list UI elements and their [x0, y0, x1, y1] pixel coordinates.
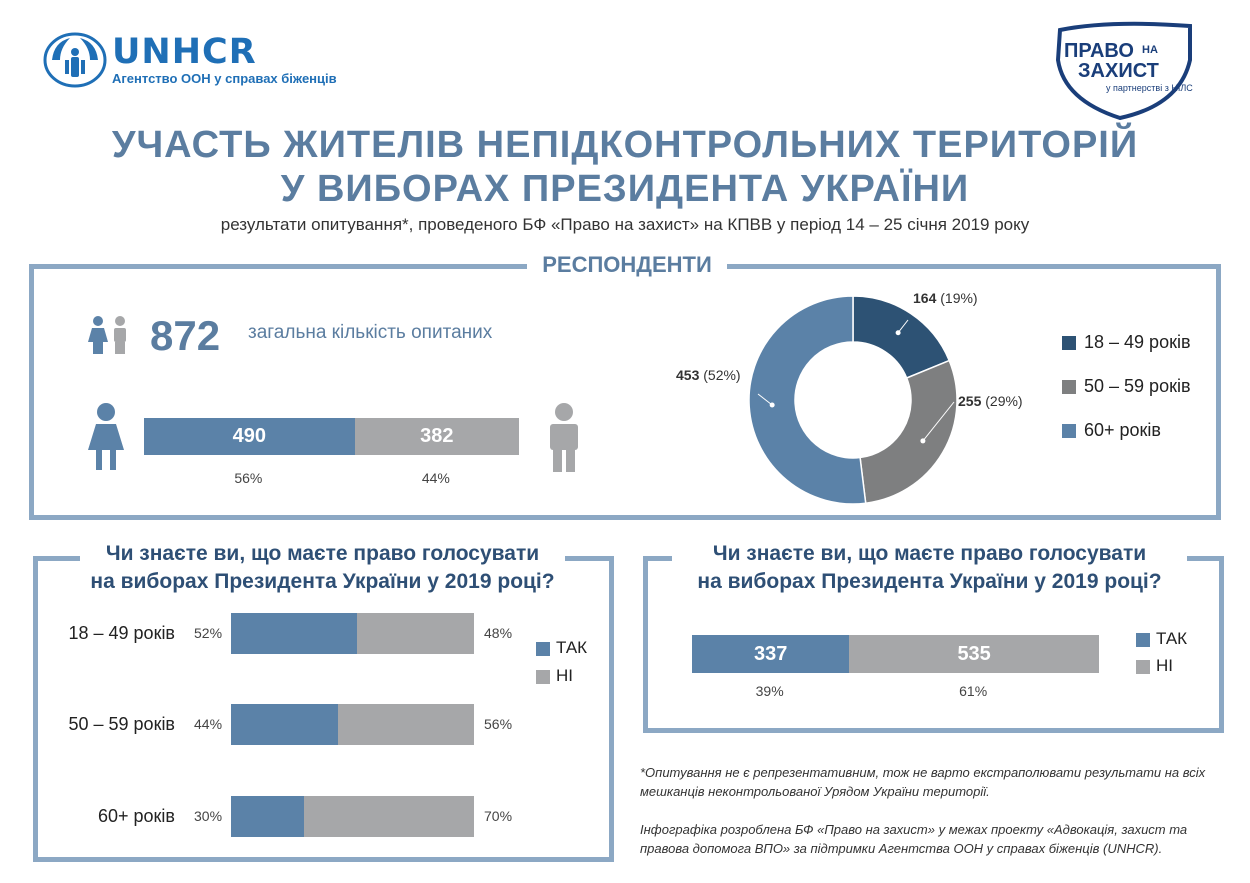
- gender-male-percent: 44%: [421, 470, 450, 486]
- age-bar-no: [357, 613, 474, 654]
- legend-swatch-18-49: [1062, 336, 1076, 350]
- age-row-label: 50 – 59 років: [68, 714, 175, 734]
- age-row-label: 18 – 49 років: [68, 623, 175, 643]
- donut-percent-2: (52%): [699, 367, 741, 383]
- gender-bar: 490 382: [144, 418, 519, 455]
- donut-leader-2: [757, 393, 773, 406]
- question-age-title-line2: на виборах Президента України у 2019 роц…: [90, 570, 555, 593]
- age-percent-no: 56%: [484, 716, 513, 732]
- age-bar-yes: [231, 704, 338, 745]
- gender-bar-female: [144, 418, 355, 455]
- legend-label-18-49: 18 – 49 років: [1084, 332, 1191, 352]
- legend-yes-left: ТАК: [556, 638, 588, 657]
- question-age-title-line1: Чи знаєте ви, що маєте право голосувати: [105, 542, 540, 565]
- donut-percent-1: (29%): [981, 393, 1023, 409]
- main-title-line2: У ВИБОРАХ ПРЕЗИДЕНТА УКРАЇНИ: [280, 168, 970, 210]
- total-respondents-label: загальна кількість опитаних: [248, 322, 493, 343]
- total-answer-bar: 337 535: [692, 635, 1099, 673]
- age-percent-yes: 44%: [194, 716, 223, 732]
- question-total-title: Чи знаєте ви, що маєте право голосувати …: [672, 540, 1187, 596]
- legend-no-right: НІ: [1156, 656, 1173, 675]
- age-percent-yes: 52%: [194, 625, 223, 641]
- legend-yes-right: ТАК: [1156, 629, 1188, 648]
- total-bar-no: [849, 635, 1099, 673]
- respondents-title: РЕСПОНДЕНТИ: [527, 252, 727, 278]
- legend-swatch-no-right: [1136, 660, 1150, 674]
- total-yes-value: 337: [753, 643, 788, 665]
- unhcr-logo: [43, 32, 107, 88]
- subtitle: результати опитування*, проведеного БФ «…: [220, 215, 1030, 234]
- pravo-na-zakhyst-shield-icon: [1055, 21, 1192, 120]
- total-bar-yes: [692, 635, 850, 673]
- pravo-logo-partner: у партнерстві з НІЛС: [1106, 83, 1193, 93]
- donut-label-2: 453 (52%): [676, 367, 741, 383]
- woman-icon: [88, 403, 124, 470]
- unhcr-name: UNHCR: [112, 32, 257, 72]
- donut-slice-1: [859, 359, 958, 505]
- donut-value-2: 453: [676, 367, 700, 383]
- donut-slice-2: [748, 295, 867, 505]
- donut-label-1: 255 (29%): [958, 393, 1023, 409]
- age-donut-chart: [748, 295, 958, 505]
- question-total-title-line1: Чи знаєте ви, що маєте право голосувати: [712, 542, 1147, 565]
- total-respondents: 872: [150, 312, 221, 359]
- age-row-label: 60+ років: [98, 806, 175, 826]
- age-bar-no: [337, 704, 474, 745]
- legend-no-left: НІ: [556, 666, 573, 685]
- legend-swatch-no-left: [536, 670, 550, 684]
- donut-value-1: 255: [958, 393, 982, 409]
- gender-bar-male: [354, 418, 519, 455]
- gender-female-value: 490: [232, 425, 267, 447]
- legend-swatch-yes-right: [1136, 633, 1150, 647]
- question-total-title-line2: на виборах Президента України у 2019 роц…: [697, 570, 1162, 593]
- donut-leader-0: [897, 319, 909, 334]
- legend-label-60plus: 60+ років: [1084, 420, 1161, 440]
- footnote-credits: Інфографіка розроблена БФ «Право на захи…: [640, 822, 1188, 856]
- legend-label-50-59: 50 – 59 років: [1084, 376, 1191, 396]
- main-title-line1: УЧАСТЬ ЖИТЕЛІВ НЕПІДКОНТРОЛЬНИХ ТЕРИТОРІ…: [111, 124, 1139, 166]
- people-icon: [88, 316, 126, 354]
- pravo-logo-word-zakhyst: ЗАХИСТ: [1078, 60, 1159, 82]
- total-yes-percent: 39%: [755, 683, 784, 699]
- total-no-value: 535: [957, 643, 991, 665]
- legend-swatch-60plus: [1062, 424, 1076, 438]
- gender-female-percent: 56%: [234, 470, 263, 486]
- unhcr-subtitle: Агентство ООН у справах біженців: [112, 71, 337, 86]
- donut-percent-0: (19%): [936, 290, 978, 306]
- legend-swatch-yes-left: [536, 642, 550, 656]
- donut-leader-1: [922, 401, 955, 442]
- age-bar-yes: [231, 613, 358, 654]
- age-percent-yes: 30%: [194, 808, 223, 824]
- donut-value-0: 164: [913, 290, 937, 306]
- donut-label-0: 164 (19%): [913, 290, 978, 306]
- question-age-title: Чи знаєте ви, що маєте право голосувати …: [80, 540, 565, 596]
- age-percent-no: 48%: [484, 625, 513, 641]
- legend-swatch-50-59: [1062, 380, 1076, 394]
- man-icon: [550, 403, 578, 472]
- total-no-percent: 61%: [959, 683, 988, 699]
- age-bar-no: [303, 796, 474, 837]
- footnote-representativeness: *Опитування не є репрезентативним, тож н…: [640, 765, 1206, 799]
- age-bar-yes: [231, 796, 304, 837]
- gender-male-value: 382: [420, 425, 454, 447]
- pravo-logo-word-pravo: ПРАВО: [1064, 40, 1134, 62]
- pravo-logo-word-na: НА: [1142, 44, 1158, 56]
- age-percent-no: 70%: [484, 808, 513, 824]
